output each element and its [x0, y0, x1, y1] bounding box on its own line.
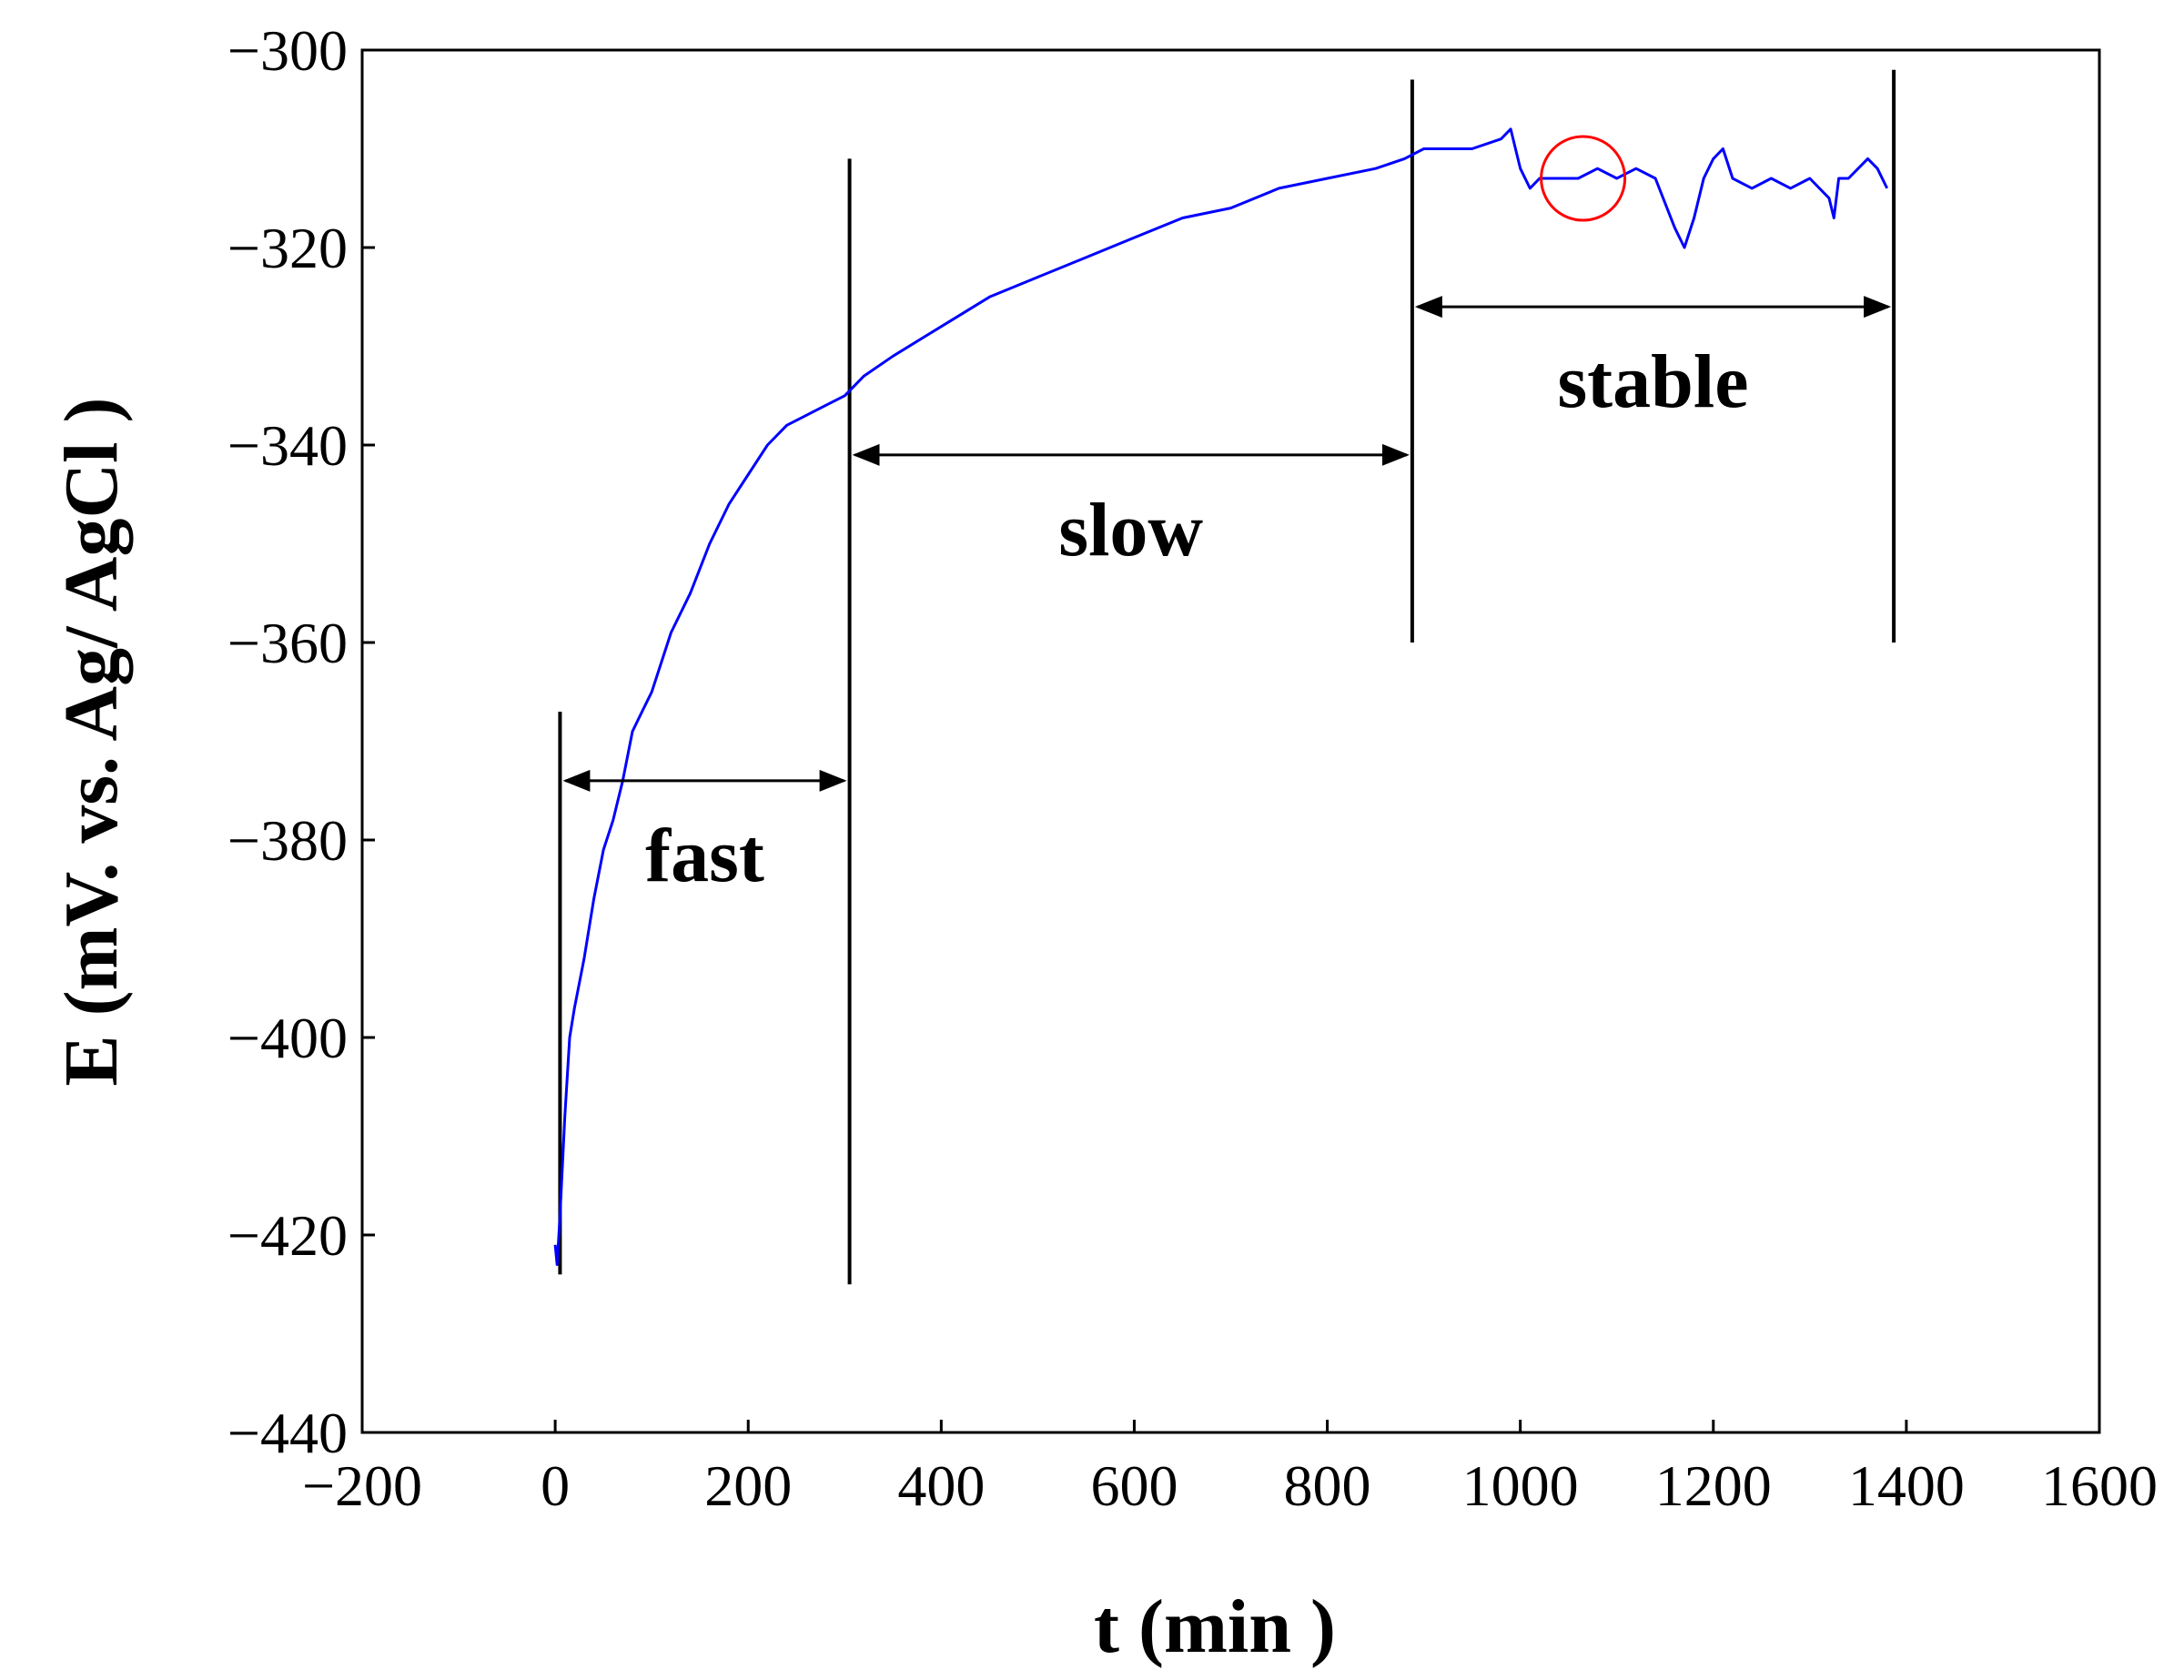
y-tick-label: −300 — [228, 18, 348, 83]
potential-series-line — [553, 127, 1889, 1266]
phase-boundary-lines — [558, 69, 1896, 1285]
x-tick-label: 600 — [1090, 1453, 1178, 1518]
highlight-circle — [1540, 135, 1627, 222]
x-tick-label: 0 — [541, 1453, 570, 1518]
y-tick-label: −380 — [228, 808, 348, 873]
x-tick-label: 1400 — [1848, 1453, 1965, 1518]
y-axis-title: E (mV. vs. Ag/ AgCl ) — [49, 398, 134, 1087]
x-tick-label: 200 — [704, 1453, 792, 1518]
phase-annotations: fast slow stable — [562, 296, 1892, 898]
y-tick-label: −440 — [228, 1401, 348, 1465]
y-axis-ticks: −300 −320 −340 −360 −380 −400 −420 −440 — [228, 18, 375, 1465]
x-tick-label: 400 — [897, 1453, 985, 1518]
y-tick-label: −320 — [228, 216, 348, 280]
phase-label: fast — [645, 814, 764, 898]
y-tick-label: −400 — [228, 1006, 348, 1070]
x-tick-label: −200 — [302, 1453, 422, 1518]
y-tick-label: −420 — [228, 1203, 348, 1268]
plot-frame — [360, 48, 2101, 1434]
phase-label: stable — [1557, 339, 1748, 424]
y-tick-label: −360 — [228, 611, 348, 675]
x-tick-label: 1000 — [1462, 1453, 1579, 1518]
x-tick-label: 800 — [1284, 1453, 1371, 1518]
y-tick-label: −340 — [228, 413, 348, 478]
phase-label: slow — [1058, 488, 1203, 572]
x-axis-ticks: −200 0 200 400 600 800 1000 1200 1400 1600 — [302, 1420, 2158, 1518]
x-axis-title: t (min ) — [1094, 1584, 1336, 1669]
x-tick-label: 1200 — [1655, 1453, 1772, 1518]
x-tick-label: 1600 — [2041, 1453, 2158, 1518]
